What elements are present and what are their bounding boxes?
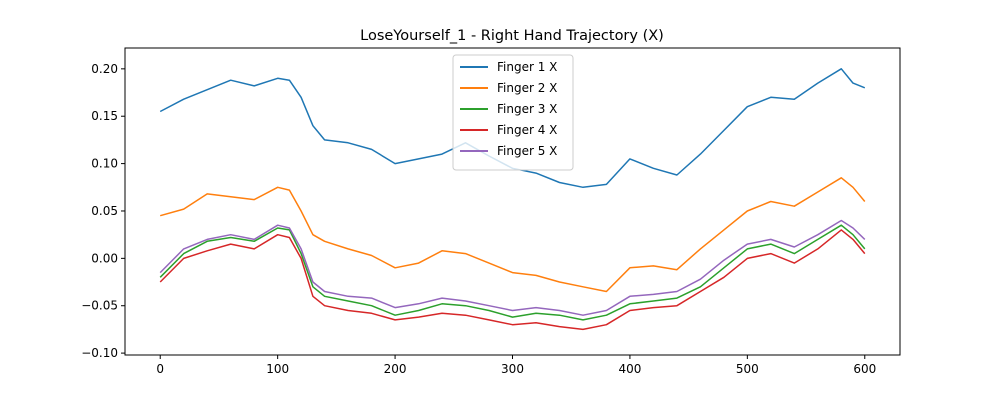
series-line-finger-2 bbox=[159, 177, 866, 293]
x-axis: 0 100 200 300 400 500 600 bbox=[156, 355, 876, 376]
y-tick-label: 0.20 bbox=[91, 62, 118, 76]
x-tick-label: 600 bbox=[853, 362, 876, 376]
y-axis: −0.10 −0.05 0.00 0.05 0.10 0.15 0.20 bbox=[81, 62, 125, 360]
y-tick-label: 0.15 bbox=[91, 109, 118, 123]
x-tick-label: 100 bbox=[266, 362, 289, 376]
x-tick-label: 0 bbox=[156, 362, 164, 376]
legend-label: Finger 5 X bbox=[497, 144, 557, 158]
x-tick-label: 400 bbox=[618, 362, 641, 376]
y-tick-label: −0.10 bbox=[81, 346, 118, 360]
series-line-finger-4 bbox=[159, 229, 866, 331]
y-tick-label: 0.05 bbox=[91, 204, 118, 218]
y-tick-label: 0.10 bbox=[91, 157, 118, 171]
legend-label: Finger 1 X bbox=[497, 60, 557, 74]
y-tick-label: −0.05 bbox=[81, 299, 118, 313]
x-tick-label: 300 bbox=[501, 362, 524, 376]
legend-box bbox=[452, 54, 574, 171]
x-tick-label: 500 bbox=[736, 362, 759, 376]
legend-label: Finger 4 X bbox=[497, 123, 557, 137]
chart-title: LoseYourself_1 - Right Hand Trajectory (… bbox=[360, 28, 664, 44]
legend-label: Finger 2 X bbox=[497, 81, 557, 95]
legend: Finger 1 X Finger 2 X Finger 3 X Finger 4 X… bbox=[452, 54, 574, 171]
x-tick-label: 200 bbox=[384, 362, 407, 376]
legend-label: Finger 3 X bbox=[497, 102, 557, 116]
series-line-finger-5 bbox=[159, 219, 866, 316]
series-line-finger-3 bbox=[159, 224, 866, 321]
y-tick-label: 0.00 bbox=[91, 251, 118, 265]
